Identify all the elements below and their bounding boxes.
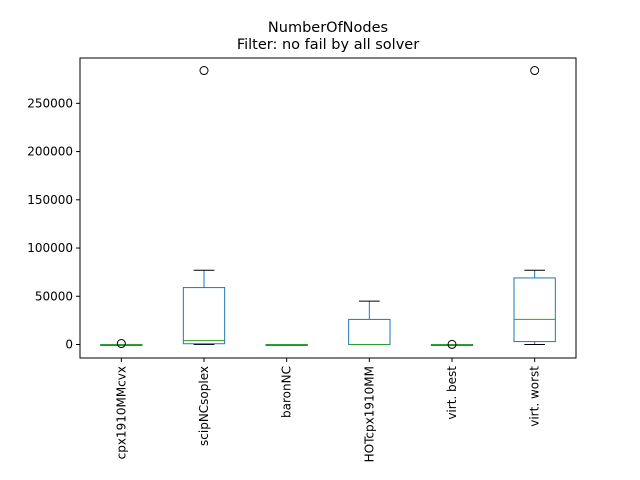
chart-title: NumberOfNodes	[268, 20, 388, 36]
y-tick-label: 100000	[27, 241, 73, 255]
outlier-point	[116, 339, 126, 349]
outlier-point	[447, 339, 457, 349]
x-tick-label: virt. worst	[528, 366, 542, 427]
chart-subtitle: Filter: no fail by all solver	[237, 37, 419, 53]
outlier-point	[530, 66, 540, 76]
outlier-point	[199, 66, 209, 76]
x-tick-label: HOTcpx1910MM	[362, 366, 376, 462]
x-tick-label: baronNC	[280, 366, 294, 418]
box-iqr	[513, 277, 556, 343]
y-tick-label: 200000	[27, 145, 73, 159]
axes-frame	[79, 57, 577, 359]
box-iqr	[348, 318, 391, 345]
y-tick-label: 250000	[27, 96, 73, 110]
x-tick-label: virt. best	[445, 366, 459, 420]
x-tick-label: cpx1910MMcvx	[114, 366, 128, 459]
y-tick-label: 50000	[35, 289, 73, 303]
plot-area: 0 50000 100000 150000 200000 250000 cpx1910MMc…	[27, 66, 556, 462]
y-tick-label: 150000	[27, 193, 73, 207]
y-tick-label: 0	[65, 337, 73, 351]
box-iqr	[182, 287, 226, 345]
x-tick-label: scipNCsoplex	[197, 366, 211, 446]
